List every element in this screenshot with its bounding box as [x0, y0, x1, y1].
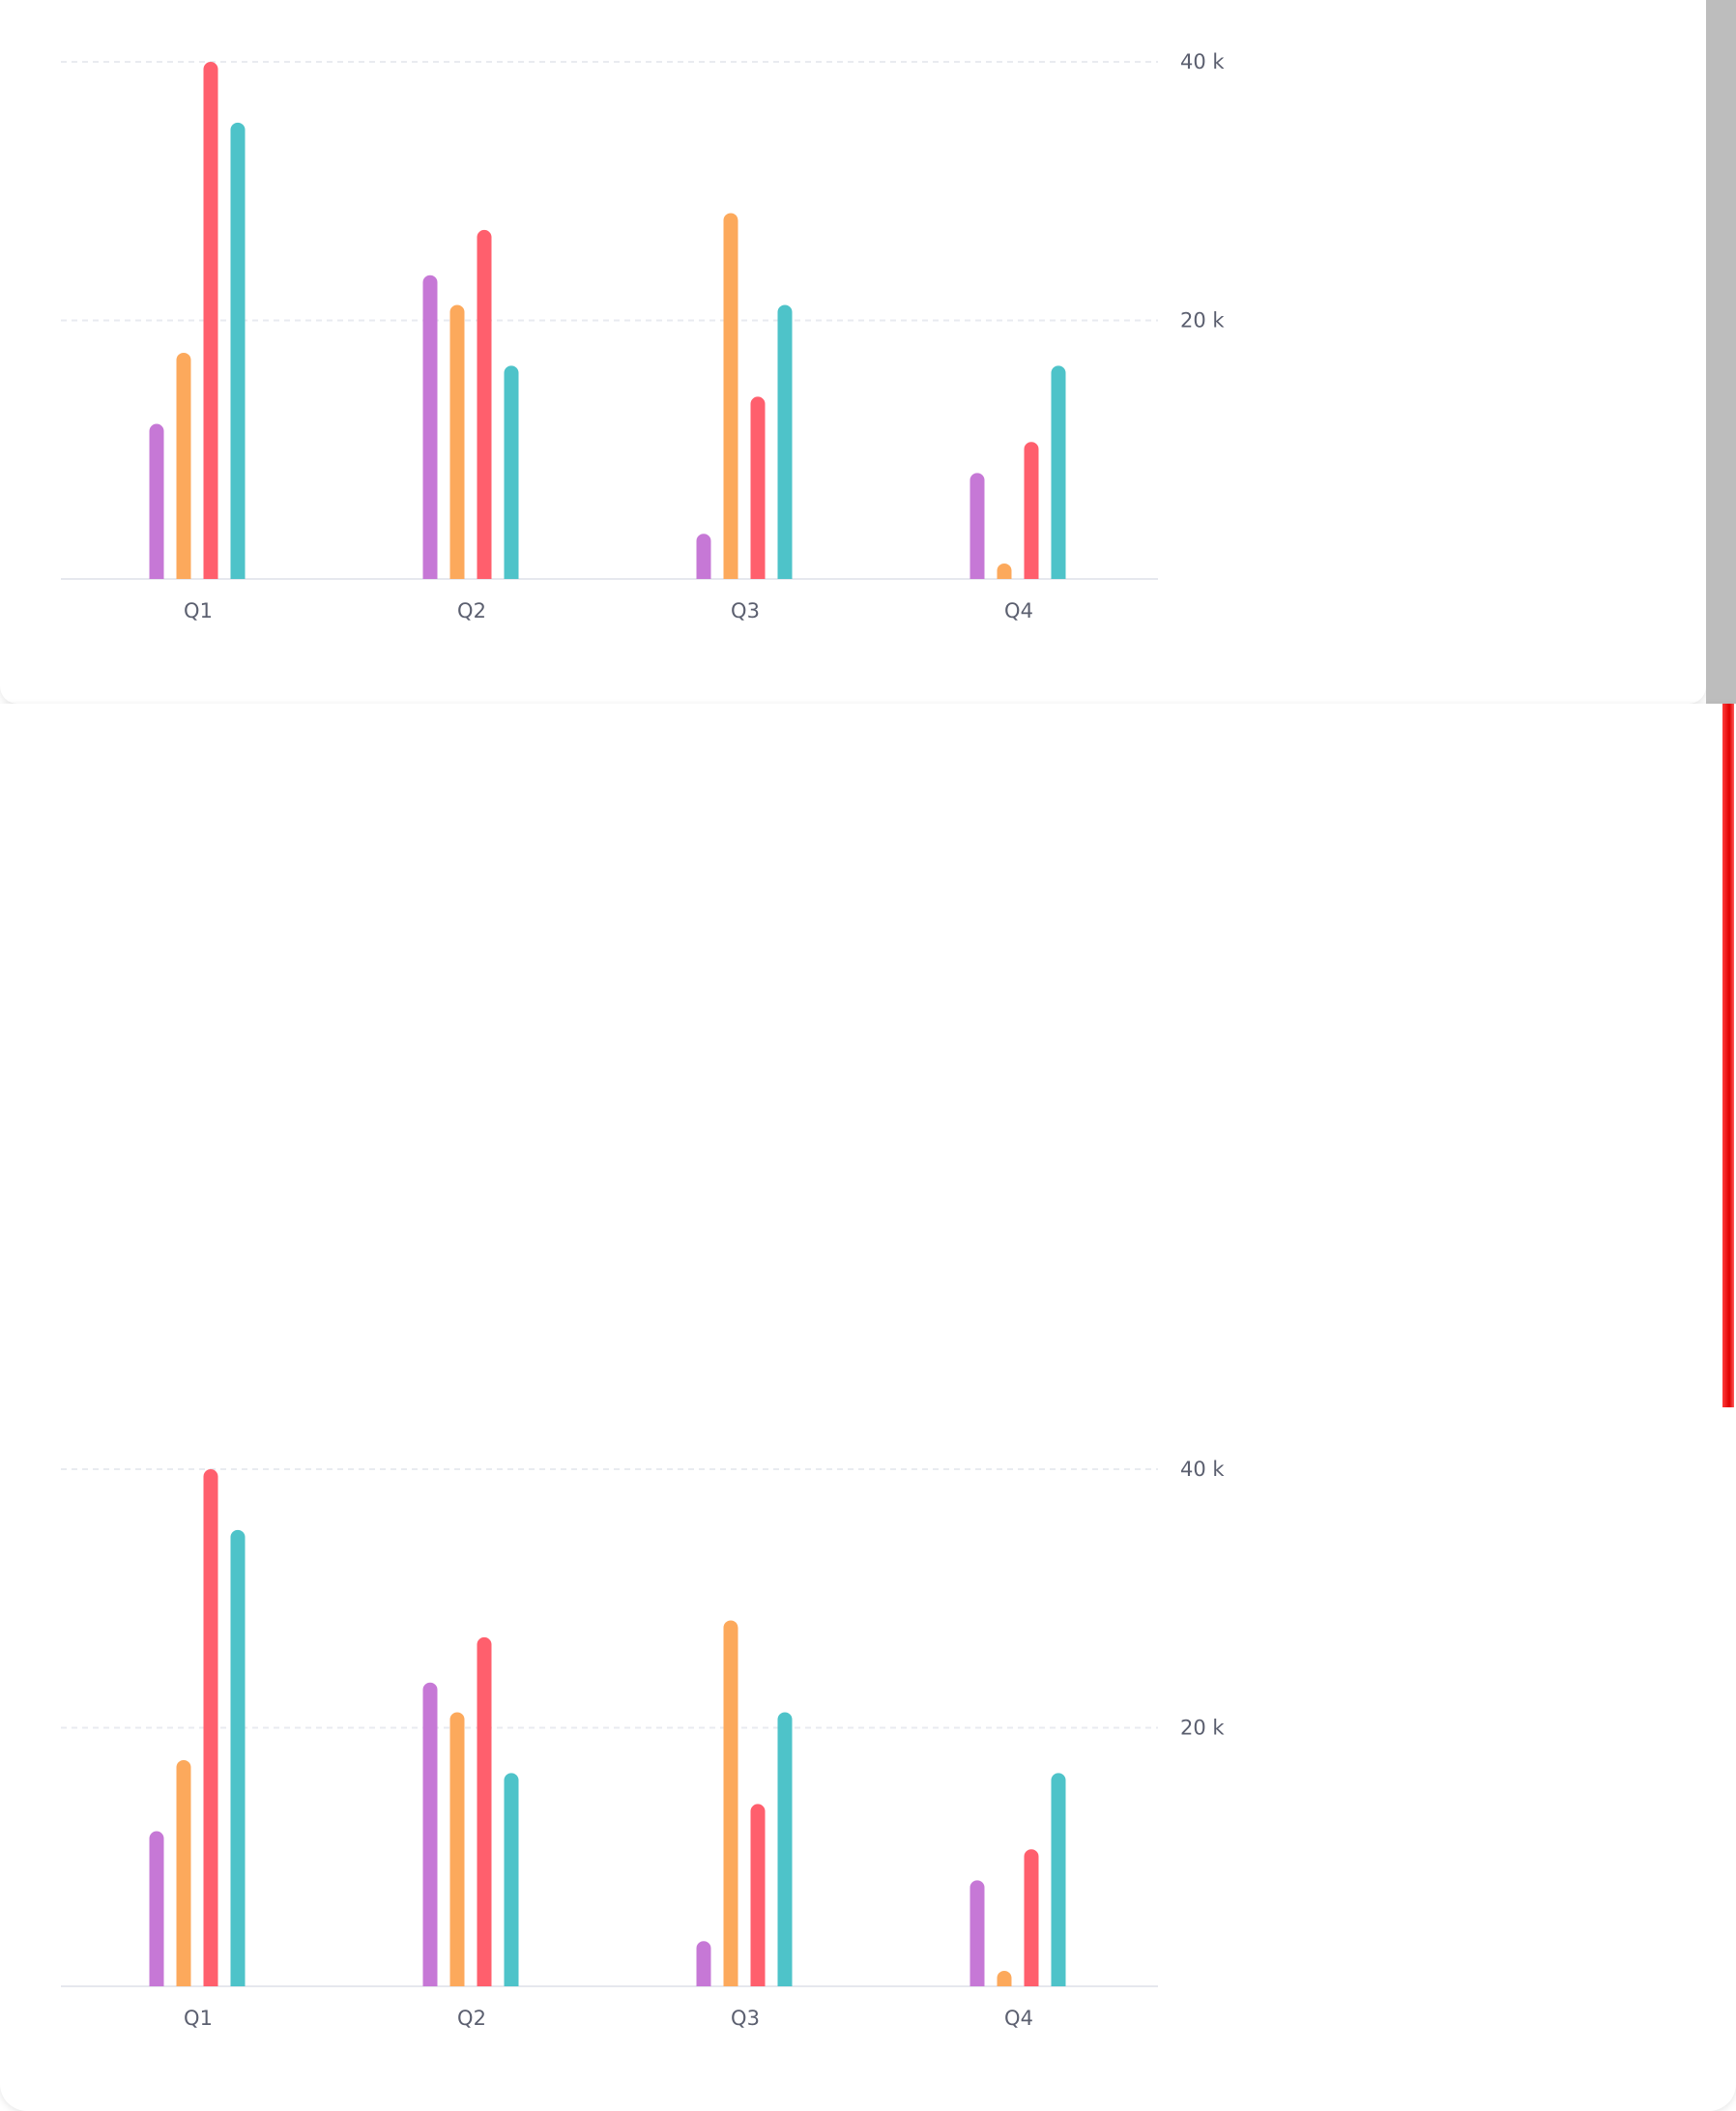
bar[interactable]	[176, 352, 191, 579]
bar[interactable]	[777, 1712, 793, 1986]
bar[interactable]	[149, 1831, 164, 1987]
bar[interactable]	[477, 229, 492, 579]
bar[interactable]	[449, 304, 465, 579]
red-marker-bar	[1722, 704, 1734, 1407]
bar[interactable]	[1051, 1773, 1066, 1986]
bar[interactable]	[1024, 442, 1039, 579]
bar[interactable]	[422, 1682, 438, 1986]
scrollbar[interactable]	[1706, 0, 1736, 704]
bar[interactable]	[477, 1636, 492, 1986]
bar[interactable]	[1024, 1849, 1039, 1986]
bar[interactable]	[723, 213, 738, 580]
bar[interactable]	[203, 62, 218, 579]
bar[interactable]	[149, 423, 164, 579]
y-tick-label: 40 k	[1180, 1458, 1225, 1481]
bar[interactable]	[176, 1759, 191, 1986]
bar[interactable]	[969, 473, 985, 579]
bar[interactable]	[997, 563, 1012, 579]
x-tick-label: Q4	[1004, 2007, 1033, 2030]
bar[interactable]	[777, 304, 793, 579]
bar[interactable]	[504, 365, 519, 579]
x-tick-label: Q3	[731, 599, 760, 622]
x-tick-label: Q2	[457, 599, 486, 622]
bar[interactable]	[230, 122, 246, 580]
y-tick-label: 20 k	[1180, 1717, 1225, 1740]
x-tick-label: Q2	[457, 2007, 486, 2030]
bar[interactable]	[230, 1529, 246, 1986]
x-tick-label: Q4	[1004, 599, 1033, 622]
bar[interactable]	[696, 534, 711, 579]
bar[interactable]	[750, 1804, 766, 1986]
y-tick-label: 20 k	[1180, 309, 1225, 333]
bar[interactable]	[1051, 365, 1066, 579]
bar[interactable]	[969, 1880, 985, 1986]
bar-chart-top: 20 k 40 k Q1 Q2 Q3 Q4	[61, 50, 1225, 622]
bar[interactable]	[723, 1620, 738, 1986]
chart-panel-bottom: 20 k 40 k Q1 Q2 Q3 Q4	[0, 704, 1736, 2111]
chart-panel-top: 20 k 40 k Q1 Q2 Q3 Q4	[0, 0, 1706, 704]
x-tick-label: Q3	[731, 2007, 760, 2030]
bar[interactable]	[203, 1469, 218, 1986]
bar[interactable]	[696, 1941, 711, 1986]
bar[interactable]	[449, 1712, 465, 1986]
bar[interactable]	[422, 275, 438, 579]
y-tick-label: 40 k	[1180, 50, 1225, 73]
bar[interactable]	[997, 1970, 1012, 1986]
bar-chart-bottom: 20 k 40 k Q1 Q2 Q3 Q4	[61, 1458, 1225, 2030]
x-tick-label: Q1	[184, 2007, 213, 2030]
x-tick-label: Q1	[184, 599, 213, 622]
bar[interactable]	[504, 1773, 519, 1986]
bar[interactable]	[750, 396, 766, 579]
